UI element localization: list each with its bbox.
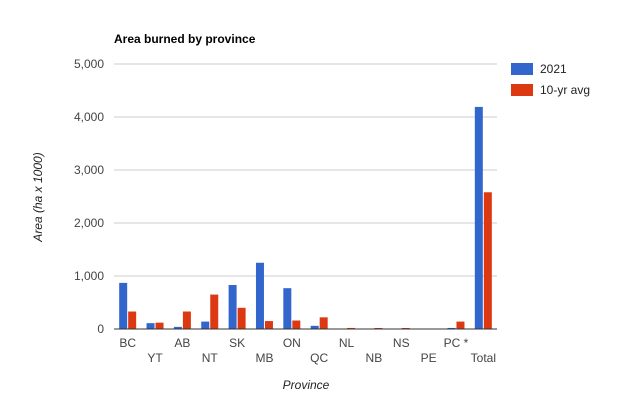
legend-swatch [511,84,533,96]
x-tick-label: ON [283,336,301,350]
bar-2021-qc [310,325,319,329]
x-tick-label: PC * [444,336,469,350]
chart-title: Area burned by province [114,32,256,46]
bar-10yr-avg-yt [155,322,164,329]
x-tick-label: AB [174,336,190,350]
x-tick-label: NT [202,351,219,365]
bar-10yr-avg-mb [264,321,273,329]
legend-label: 2021 [540,62,567,76]
bar-2021-total [474,106,483,330]
bar-10yr-avg-ab [182,311,191,329]
bar-10yr-avg-nl [347,327,356,329]
bar-2021-sk [228,285,237,329]
bar-2021-ab [173,326,182,329]
x-tick-label: MB [255,351,273,365]
legend-label: 10-yr avg [540,83,590,97]
bar-layer [119,106,492,330]
x-tick-label: NB [366,351,383,365]
x-tick-label: NS [393,336,410,350]
bar-2021-pc [447,327,456,329]
bar-10yr-avg-qc [319,317,328,329]
bar-2021-bc [119,282,128,329]
bar-10yr-avg-sk [237,307,246,329]
x-tick-label: YT [147,351,163,365]
x-tick-label: PE [421,351,437,365]
bar-2021-mb [255,262,264,329]
bar-10yr-avg-nt [210,294,219,329]
y-tick-label: 4,000 [74,110,104,124]
legend-swatch [511,63,533,75]
bar-10yr-avg-on [292,320,301,329]
x-axis-title: Province [283,378,330,392]
legend: 2021 10-yr avg [511,62,590,97]
y-tick-label: 3,000 [74,163,104,177]
y-tick-label: 5,000 [74,57,104,71]
x-tick-label: QC [310,351,328,365]
grid-layer [114,63,497,277]
bar-10yr-avg-bc [128,311,137,329]
x-tick-label: BC [119,336,136,350]
bar-10yr-avg-pc [456,321,465,329]
bar-10yr-avg-total [483,192,492,329]
y-axis-title: Area (ha x 1000) [31,152,45,242]
bar-2021-on [283,288,292,329]
x-tick-label: Total [471,351,496,365]
x-axis-ticks: BC YT AB NT SK MB ON QC NL NB NS PE PC *Total [119,336,496,365]
y-axis-ticks: 0 1,000 2,000 3,000 4,000 5,000 [74,57,104,336]
bar-2021-nt [201,321,210,329]
y-tick-label: 2,000 [74,216,104,230]
x-tick-label: SK [229,336,245,350]
y-tick-label: 1,000 [74,269,104,283]
x-tick-label: NL [339,336,355,350]
bar-2021-yt [146,323,155,329]
y-tick-label: 0 [97,322,104,336]
